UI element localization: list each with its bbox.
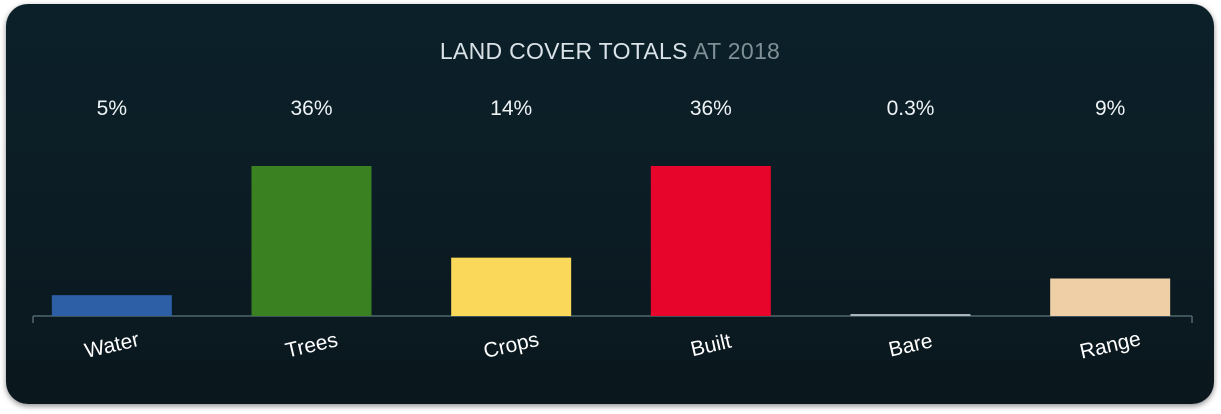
bar-water [51, 295, 172, 316]
category-label-bare: Bare [886, 329, 934, 361]
bar-bare [850, 314, 971, 316]
category-label-water: Water [82, 328, 141, 363]
value-label-bare: 0.3% [887, 97, 935, 120]
category-label-built: Built [688, 330, 733, 362]
value-label-water: 5% [97, 97, 127, 120]
bar-range [1050, 278, 1171, 316]
chart-title: LAND COVER TOTALS AT 2018 [6, 38, 1214, 65]
category-label-range: Range [1078, 327, 1143, 363]
chart-card: LAND COVER TOTALS AT 2018 5% Water 36% Tree… [6, 4, 1214, 404]
bar-built [650, 166, 771, 316]
chart-title-main: LAND COVER TOTALS [439, 38, 688, 64]
chart-subtitle: AT 2018 [693, 38, 781, 64]
bar-crops [451, 257, 572, 316]
value-label-built: 36% [690, 97, 732, 120]
bar-chart: 5% Water 36% Trees 14% Crops 36% Built 0.3% Bare 9… [32, 97, 1193, 364]
category-label-crops: Crops [481, 328, 541, 363]
bar-trees [251, 166, 372, 316]
value-label-trees: 36% [290, 97, 332, 120]
category-label-trees: Trees [283, 328, 340, 362]
value-label-range: 9% [1095, 97, 1125, 120]
value-label-crops: 14% [490, 97, 532, 120]
